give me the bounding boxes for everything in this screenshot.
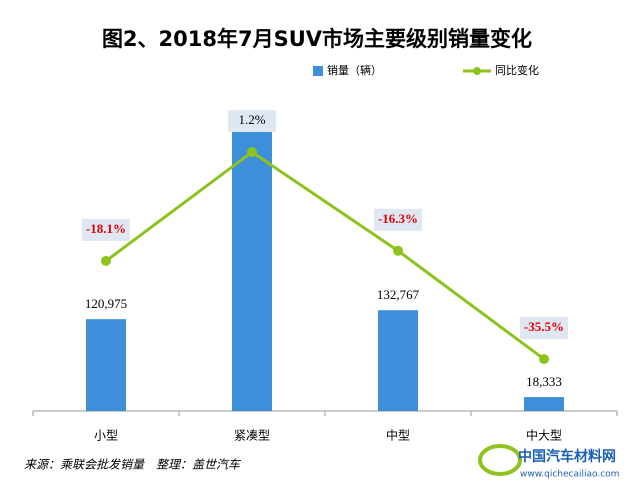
- label-box: [520, 317, 568, 340]
- legend-swatch: [313, 66, 323, 76]
- bar: [232, 131, 272, 411]
- bar: [378, 310, 418, 411]
- line-point: [539, 354, 549, 365]
- x-tick-label: 中型: [386, 428, 410, 443]
- logo-url: www.qichecailiao.com: [520, 470, 619, 480]
- x-tick-label: 中大型: [526, 428, 562, 443]
- logo: 中国汽车材料网 www.qichecailiao.com: [478, 444, 619, 480]
- line: [105, 150, 545, 361]
- legend-marker: [473, 67, 481, 75]
- source-note: 来源：乘联会批发销量 整理：盖世汽车: [24, 458, 242, 472]
- x-tick-label: 小型: [94, 429, 118, 443]
- line-point: [101, 255, 111, 266]
- line-point: [247, 147, 257, 158]
- label-box: [374, 208, 422, 231]
- legend-label: 同比变化: [495, 63, 539, 77]
- bar: [524, 397, 564, 411]
- chart-title: 图2、2018年7月SUV市场主要级别销量变化: [102, 27, 532, 51]
- label-box: [82, 218, 130, 241]
- line-value-label: 1.2%: [238, 112, 265, 127]
- line-point: [393, 245, 403, 256]
- bar: [86, 319, 126, 411]
- logo-icon: [478, 444, 522, 476]
- logo-name: 中国汽车材料网: [518, 448, 616, 465]
- label-box: [228, 110, 276, 133]
- line-value-label: -18.1%: [86, 221, 126, 236]
- legend-label: 销量（辆）: [327, 63, 382, 77]
- line-value-label: -35.5%: [524, 319, 564, 334]
- x-tick-label: 紧凑型: [234, 429, 270, 443]
- bar-value-label: 18,333: [526, 374, 562, 389]
- bar-value-label: 120,975: [85, 296, 127, 311]
- bar-value-label: 132,767: [377, 287, 420, 302]
- line-value-label: -16.3%: [378, 211, 418, 226]
